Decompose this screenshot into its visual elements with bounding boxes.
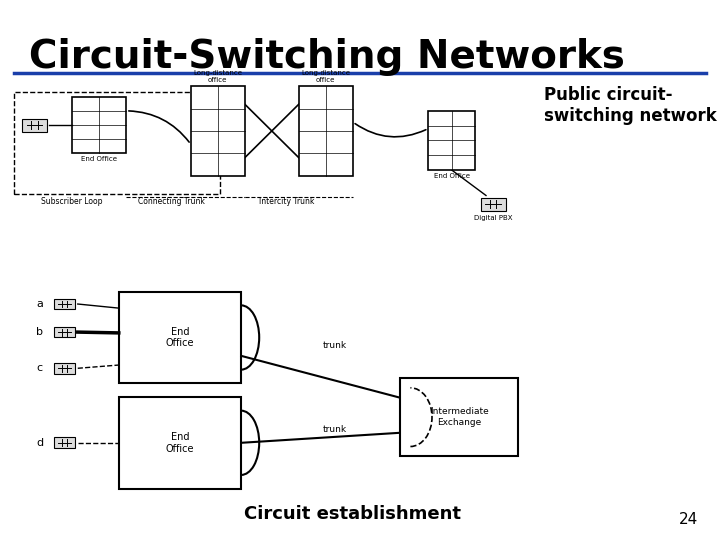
Text: Long-distance
office: Long-distance office — [193, 70, 243, 83]
Text: Intermediate
Exchange: Intermediate Exchange — [430, 408, 488, 427]
Text: End
Office: End Office — [166, 327, 194, 348]
Text: Connecting Trunk: Connecting Trunk — [138, 197, 204, 206]
Bar — [55, 299, 75, 309]
Text: c: c — [37, 363, 42, 373]
Bar — [14, 92, 220, 194]
Text: Circuit-Switching Networks: Circuit-Switching Networks — [29, 38, 625, 76]
Bar — [55, 363, 75, 374]
Bar — [22, 119, 48, 132]
Text: a: a — [36, 299, 43, 309]
Text: End Office: End Office — [81, 157, 117, 163]
Text: Subscriber Loop: Subscriber Loop — [41, 197, 103, 206]
Bar — [428, 111, 475, 170]
Text: Intercity Trunk: Intercity Trunk — [259, 197, 314, 206]
Bar — [400, 378, 518, 456]
Text: trunk: trunk — [323, 341, 347, 350]
Text: End
Office: End Office — [166, 432, 194, 454]
Text: d: d — [36, 438, 43, 448]
Bar — [480, 198, 506, 211]
Bar — [119, 397, 241, 489]
Bar — [299, 86, 353, 176]
Bar — [55, 437, 75, 448]
Text: End Office: End Office — [433, 173, 469, 179]
Bar — [72, 97, 126, 153]
Bar — [119, 292, 241, 383]
Text: 24: 24 — [679, 511, 698, 526]
Text: Circuit establishment: Circuit establishment — [244, 505, 462, 523]
Text: b: b — [36, 327, 43, 337]
Bar — [55, 327, 75, 338]
Text: Digital PBX: Digital PBX — [474, 215, 513, 221]
Text: trunk: trunk — [323, 425, 347, 434]
Text: Long-distance
office: Long-distance office — [301, 70, 351, 83]
Bar — [191, 86, 245, 176]
Text: Public circuit-
switching network: Public circuit- switching network — [544, 86, 716, 125]
